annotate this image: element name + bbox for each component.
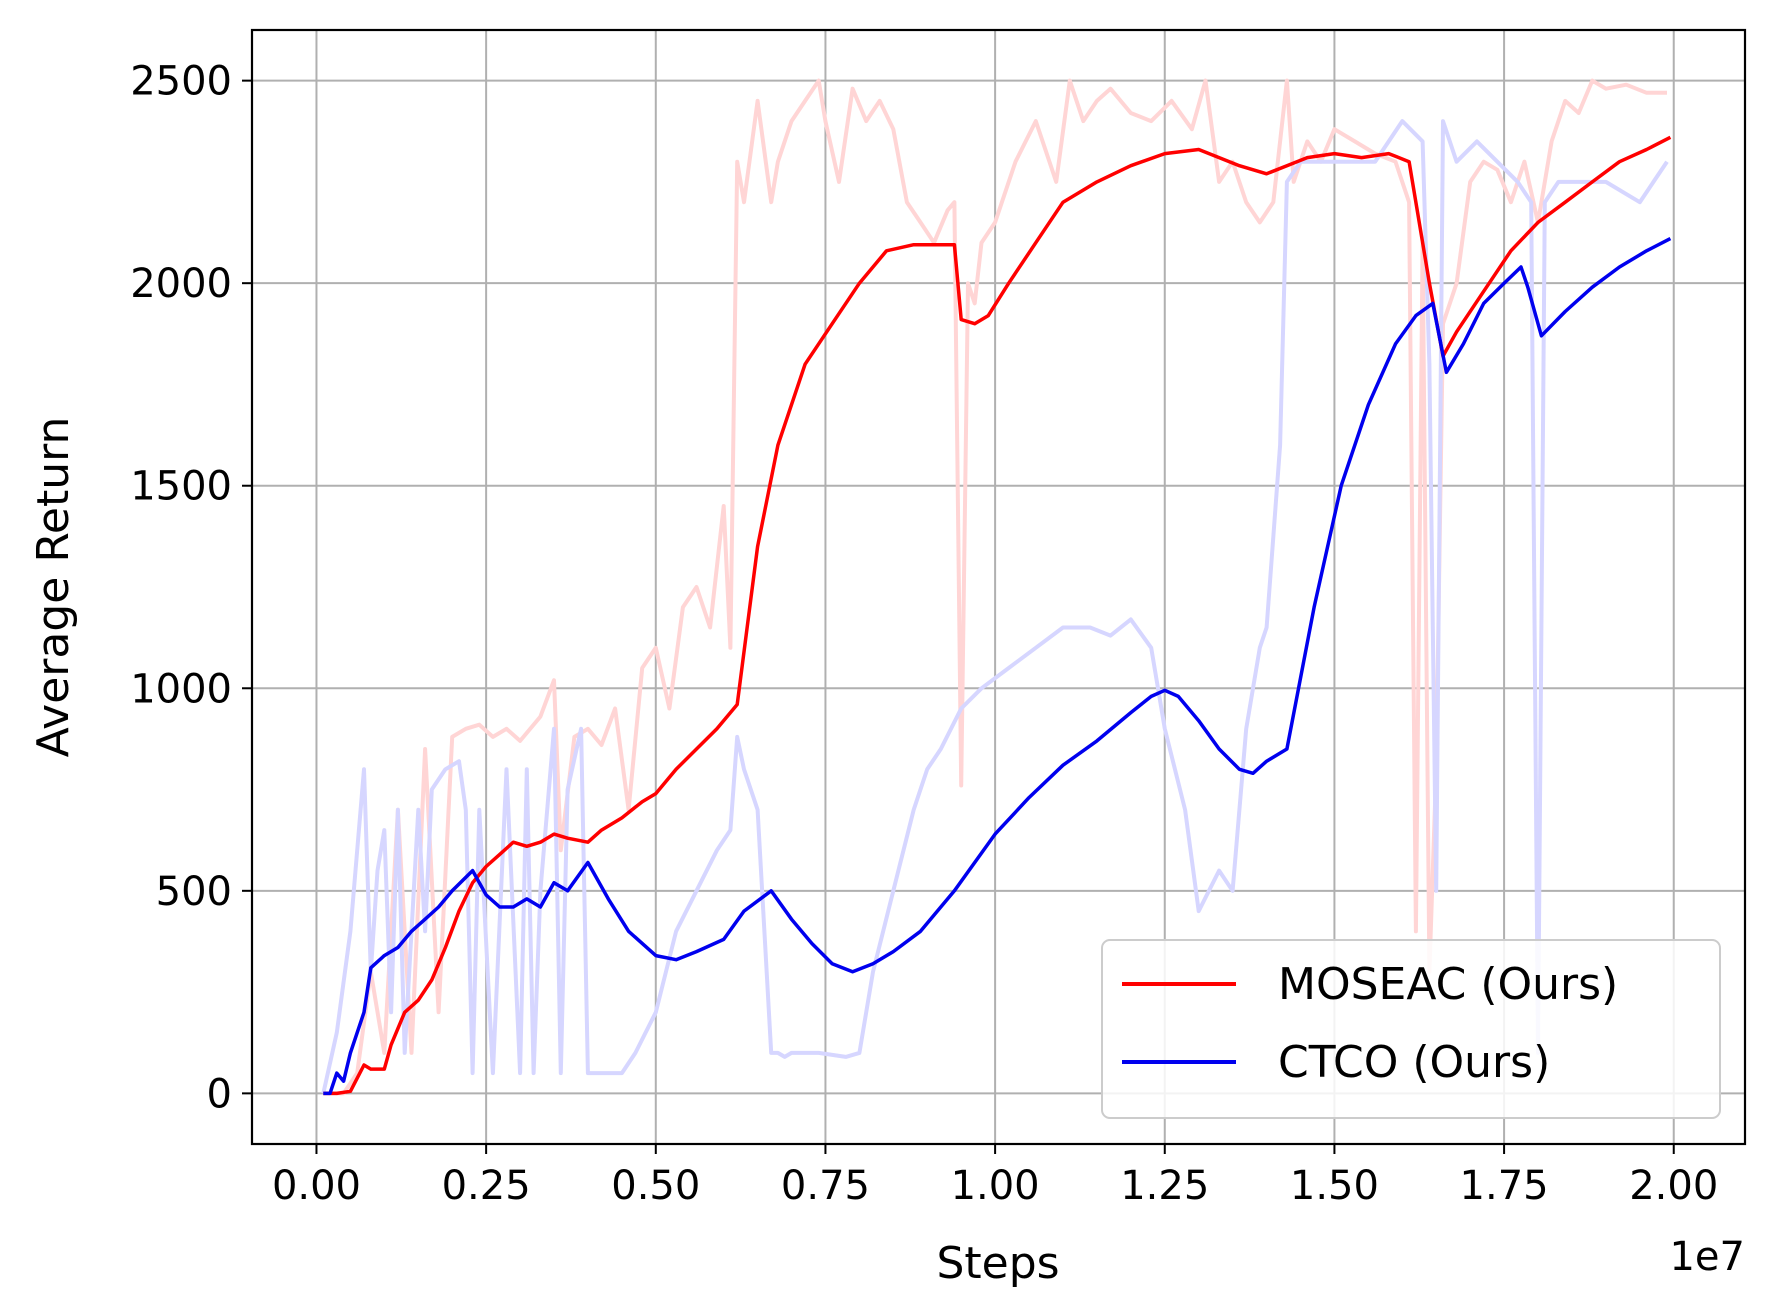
y-tick-label-5: 2500 (130, 59, 232, 105)
legend-label-moseac: MOSEAC (Ours) (1278, 959, 1618, 1010)
y-tick-label-3: 1500 (130, 464, 232, 510)
x-tick-label-3: 0.75 (781, 1163, 870, 1209)
x-tick-label-7: 1.75 (1460, 1163, 1549, 1209)
x-tick-label-5: 1.25 (1120, 1163, 1209, 1209)
x-tick-label-4: 1.00 (951, 1163, 1040, 1209)
y-tick-label-4: 2000 (130, 261, 232, 307)
raw-line-ctco-ours (321, 119, 1669, 1094)
y-tick-label-1: 500 (156, 869, 232, 915)
y-tick-label-2: 1000 (130, 666, 232, 712)
x-axis-label: Steps (936, 1238, 1059, 1289)
legend: MOSEAC (Ours) CTCO (Ours) (1101, 939, 1721, 1119)
x-tick-label-1: 0.25 (442, 1163, 531, 1209)
x-axis-ticks: 0.00 0.25 0.50 0.75 1.00 1.25 1.50 1.75 2.00 (272, 1144, 1718, 1209)
x-tick-label-6: 1.50 (1290, 1163, 1379, 1209)
raw-line-moseac-ours (323, 78, 1667, 1096)
legend-box (1101, 939, 1721, 1119)
y-axis-ticks: 0 500 1000 1500 2000 2500 (130, 59, 252, 1117)
plot-frame (250, 28, 1747, 1146)
series-line-moseac-ours (323, 135, 1672, 1096)
smoothed-series-lines (323, 135, 1672, 1096)
legend-label-ctco: CTCO (Ours) (1278, 1037, 1550, 1088)
x-axis-offset-text: 1e7 (1669, 1234, 1745, 1280)
x-tick-label-0: 0.00 (272, 1163, 361, 1209)
x-tick-label-8: 2.00 (1629, 1163, 1718, 1209)
raw-series-lines (321, 78, 1669, 1096)
y-tick-label-0: 0 (207, 1071, 232, 1117)
x-tick-label-2: 0.50 (611, 1163, 700, 1209)
y-axis-label: Average Return (28, 417, 79, 758)
series-line-ctco-ours (323, 237, 1672, 1096)
